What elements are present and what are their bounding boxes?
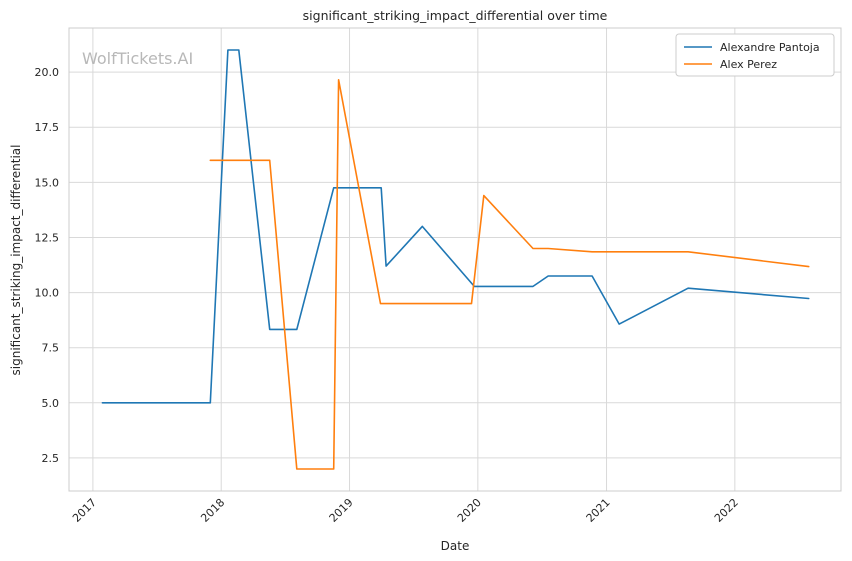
x-axis-title: Date — [441, 539, 470, 553]
y-tick-label: 12.5 — [35, 231, 60, 244]
plot-area — [69, 28, 841, 491]
y-tick-label: 5.0 — [42, 397, 60, 410]
y-tick-label: 17.5 — [35, 121, 60, 134]
x-tick-label: 2017 — [70, 496, 99, 525]
series-line-alex-perez — [209, 79, 810, 470]
y-tick-label: 7.5 — [42, 342, 60, 355]
x-tick-label: 2022 — [712, 496, 741, 525]
y-axis-title: significant_striking_impact_differential — [9, 145, 23, 376]
y-tick-labels: 2.5 5.0 7.5 10.0 12.5 15.0 17.5 20.0 — [35, 66, 60, 465]
plot-frame — [68, 27, 842, 492]
x-tick-label: 2020 — [455, 496, 484, 525]
x-tick-label: 2018 — [198, 496, 227, 525]
legend: Alexandre Pantoja Alex Perez — [675, 33, 835, 77]
x-tick-label: 2019 — [327, 496, 356, 525]
y-tick-label: 15.0 — [35, 176, 60, 189]
y-tick-label: 20.0 — [35, 66, 60, 79]
series-layer — [101, 49, 810, 470]
legend-box — [675, 33, 835, 77]
series-line-alexandre-pantoja — [101, 49, 810, 404]
y-tick-label: 10.0 — [35, 287, 60, 300]
legend-label-alexandre-pantoja: Alexandre Pantoja — [720, 41, 820, 54]
legend-label-alex-perez: Alex Perez — [720, 58, 777, 71]
y-tick-label: 2.5 — [42, 452, 60, 465]
chart-title: significant_striking_impact_differential… — [303, 8, 608, 23]
watermark: WolfTickets.AI — [82, 49, 193, 68]
x-tick-label: 2021 — [584, 496, 613, 525]
x-tick-labels: 2017 2018 2019 2020 2021 2022 — [70, 496, 741, 525]
